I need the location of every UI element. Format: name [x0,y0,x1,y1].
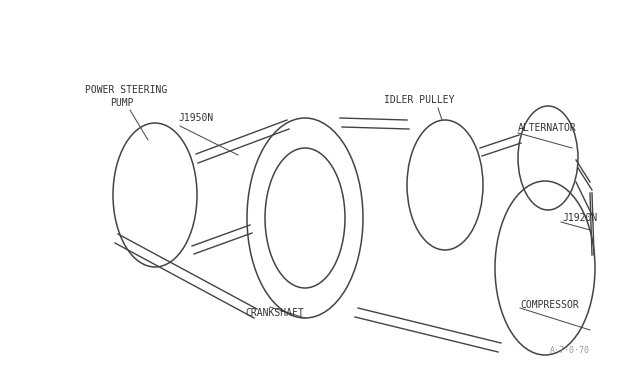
Text: CRANKSHAFT: CRANKSHAFT [245,308,304,318]
Text: ALTERNATOR: ALTERNATOR [518,123,577,133]
Text: PUMP: PUMP [110,98,134,108]
Text: J1920N: J1920N [562,213,597,223]
Text: IDLER PULLEY: IDLER PULLEY [384,95,454,105]
Text: A·7·0·70: A·7·0·70 [550,346,590,355]
Text: COMPRESSOR: COMPRESSOR [520,300,579,310]
Text: J1950N: J1950N [178,113,213,123]
Text: POWER STEERING: POWER STEERING [85,85,167,95]
